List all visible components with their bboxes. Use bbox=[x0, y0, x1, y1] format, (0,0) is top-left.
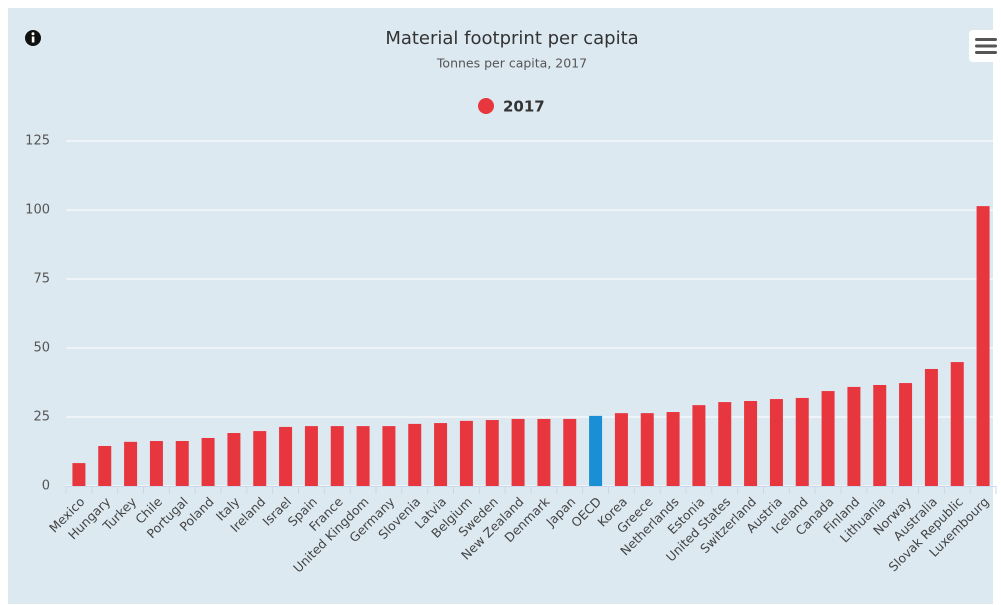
bar bbox=[253, 431, 267, 486]
bar bbox=[795, 397, 809, 486]
bar bbox=[589, 415, 603, 486]
y-tick-label: 100 bbox=[25, 203, 50, 218]
bar bbox=[149, 441, 163, 486]
chart-subtitle: Tonnes per capita, 2017 bbox=[436, 56, 587, 71]
bar bbox=[950, 362, 964, 486]
bar bbox=[356, 426, 370, 486]
bar bbox=[382, 426, 396, 486]
chart-title: Material footprint per capita bbox=[385, 28, 638, 49]
bar bbox=[847, 386, 861, 486]
y-tick-label: 0 bbox=[42, 479, 50, 494]
bar bbox=[666, 412, 680, 486]
legend-label: 2017 bbox=[503, 98, 545, 116]
bar bbox=[279, 426, 293, 486]
bar bbox=[459, 420, 473, 486]
bar bbox=[201, 437, 215, 486]
chart-background bbox=[8, 8, 993, 604]
legend-marker bbox=[478, 98, 494, 114]
bar bbox=[769, 399, 783, 486]
bar bbox=[692, 405, 706, 486]
bar bbox=[330, 426, 344, 486]
bar bbox=[640, 413, 654, 486]
bar bbox=[873, 384, 887, 486]
y-tick-label: 125 bbox=[25, 134, 50, 149]
bar bbox=[511, 418, 525, 486]
bar bbox=[718, 402, 732, 486]
bar bbox=[485, 420, 499, 486]
bar bbox=[924, 368, 938, 486]
bar bbox=[563, 418, 577, 486]
bar bbox=[408, 423, 422, 486]
bar bbox=[304, 426, 318, 486]
bar bbox=[821, 391, 835, 486]
bar bbox=[976, 206, 990, 487]
bar bbox=[98, 445, 112, 486]
bar bbox=[537, 418, 551, 486]
info-icon[interactable] bbox=[25, 30, 41, 46]
y-tick-label: 25 bbox=[33, 410, 50, 425]
bar bbox=[227, 433, 241, 486]
bar bbox=[614, 413, 628, 486]
y-tick-label: 75 bbox=[33, 272, 50, 287]
bar bbox=[175, 441, 189, 486]
bar bbox=[72, 463, 86, 486]
bar bbox=[744, 400, 758, 486]
bar bbox=[434, 423, 448, 486]
menu-button[interactable] bbox=[969, 30, 1001, 62]
bar bbox=[899, 383, 913, 486]
y-tick-label: 50 bbox=[33, 341, 50, 356]
bar bbox=[124, 441, 138, 486]
